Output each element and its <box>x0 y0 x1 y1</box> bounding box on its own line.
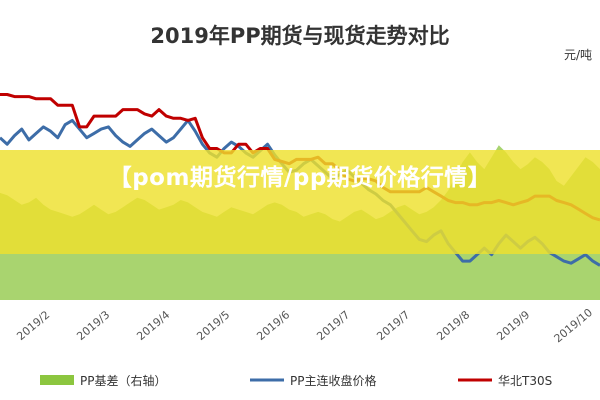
x-tick-label-8: 2019/9 <box>494 308 532 343</box>
x-tick-label-4: 2019/6 <box>254 308 292 343</box>
x-axis-tick-labels: 2019/2 2019/3 2019/4 2019/5 2019/6 2019/7 2019… <box>14 306 595 345</box>
x-tick-label-0: 2019/2 <box>14 308 52 343</box>
chart-title: 2019年PP期货与现货走势对比 <box>150 24 449 48</box>
legend-label-2: 华北T30S <box>498 374 552 388</box>
legend-label-1: PP主连收盘价格 <box>290 373 376 388</box>
unit-label: 元/吨 <box>564 48 592 62</box>
legend-label-0: PP基差（右轴） <box>80 373 166 388</box>
chart-legend: PP基差（右轴） PP主连收盘价格 华北T30S <box>40 373 552 388</box>
overlay-banner-text: 【pom期货行情/pp期货价格行情】 <box>108 165 492 191</box>
x-tick-label-9: 2019/10 <box>552 306 595 345</box>
x-tick-label-5: 2019/7 <box>314 308 352 343</box>
x-tick-label-1: 2019/3 <box>74 308 112 343</box>
legend-swatch-0 <box>40 375 74 385</box>
x-tick-label-2: 2019/4 <box>134 308 172 343</box>
x-tick-label-6: 2019/7 <box>374 308 412 343</box>
x-tick-label-7: 2019/8 <box>434 308 472 343</box>
x-tick-label-3: 2019/5 <box>194 308 232 343</box>
overlay-banner <box>0 150 600 254</box>
